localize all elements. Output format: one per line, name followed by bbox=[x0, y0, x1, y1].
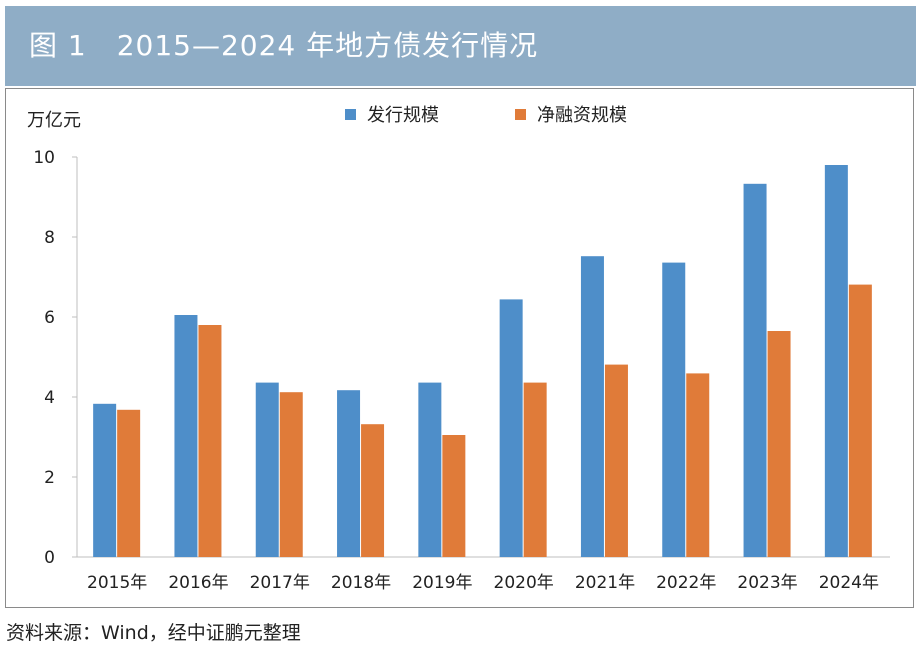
bar-issuance bbox=[824, 165, 848, 557]
source-note: 资料来源：Wind，经中证鹏元整理 bbox=[6, 622, 301, 644]
x-tick-label: 2020年 bbox=[494, 573, 554, 593]
y-tick-label: 8 bbox=[44, 228, 55, 248]
bar-net-financing bbox=[279, 392, 303, 557]
bar-net-financing bbox=[442, 435, 466, 557]
y-tick-label: 0 bbox=[44, 548, 55, 568]
bar-issuance bbox=[580, 256, 604, 557]
x-tick-label: 2022年 bbox=[656, 573, 716, 593]
x-tick-label: 2015年 bbox=[87, 573, 147, 593]
bar-net-financing bbox=[361, 424, 385, 557]
y-tick-label: 2 bbox=[44, 468, 55, 488]
x-tick-label: 2019年 bbox=[412, 573, 472, 593]
x-tick-label: 2017年 bbox=[250, 573, 310, 593]
bar-net-financing bbox=[604, 364, 628, 557]
bar-net-financing bbox=[198, 325, 222, 557]
bar-net-financing bbox=[523, 382, 547, 557]
bar-issuance bbox=[418, 382, 442, 557]
y-tick-label: 10 bbox=[33, 148, 55, 168]
bar-net-financing bbox=[848, 284, 872, 557]
bar-issuance bbox=[255, 382, 279, 557]
x-tick-label: 2018年 bbox=[331, 573, 391, 593]
figure-title: 2015—2024 年地方债发行情况 bbox=[116, 29, 539, 62]
bar-issuance bbox=[174, 315, 198, 557]
bar-net-financing bbox=[767, 331, 791, 557]
y-tick-label: 4 bbox=[44, 388, 55, 408]
bar-net-financing bbox=[686, 373, 710, 557]
legend-swatch bbox=[345, 109, 356, 120]
x-tick-label: 2023年 bbox=[737, 573, 797, 593]
legend-label: 发行规模 bbox=[367, 105, 439, 126]
y-tick-label: 6 bbox=[44, 308, 55, 328]
x-tick-label: 2024年 bbox=[819, 573, 879, 593]
y-axis-label: 万亿元 bbox=[27, 110, 81, 131]
legend-label: 净融资规模 bbox=[537, 105, 627, 126]
bar-issuance bbox=[337, 390, 361, 557]
x-tick-label: 2021年 bbox=[575, 573, 635, 593]
figure-label: 图 1 bbox=[29, 29, 87, 62]
bar-net-financing bbox=[117, 409, 141, 557]
bar-issuance bbox=[499, 299, 523, 557]
legend-swatch bbox=[515, 109, 526, 120]
bar-issuance bbox=[93, 403, 117, 557]
bar-issuance bbox=[662, 262, 686, 557]
x-tick-label: 2016年 bbox=[168, 573, 228, 593]
title-banner: 图 1 2015—2024 年地方债发行情况 bbox=[5, 6, 916, 86]
bar-issuance bbox=[743, 183, 767, 558]
chart-title: 图 1 2015—2024 年地方债发行情况 bbox=[29, 24, 538, 64]
